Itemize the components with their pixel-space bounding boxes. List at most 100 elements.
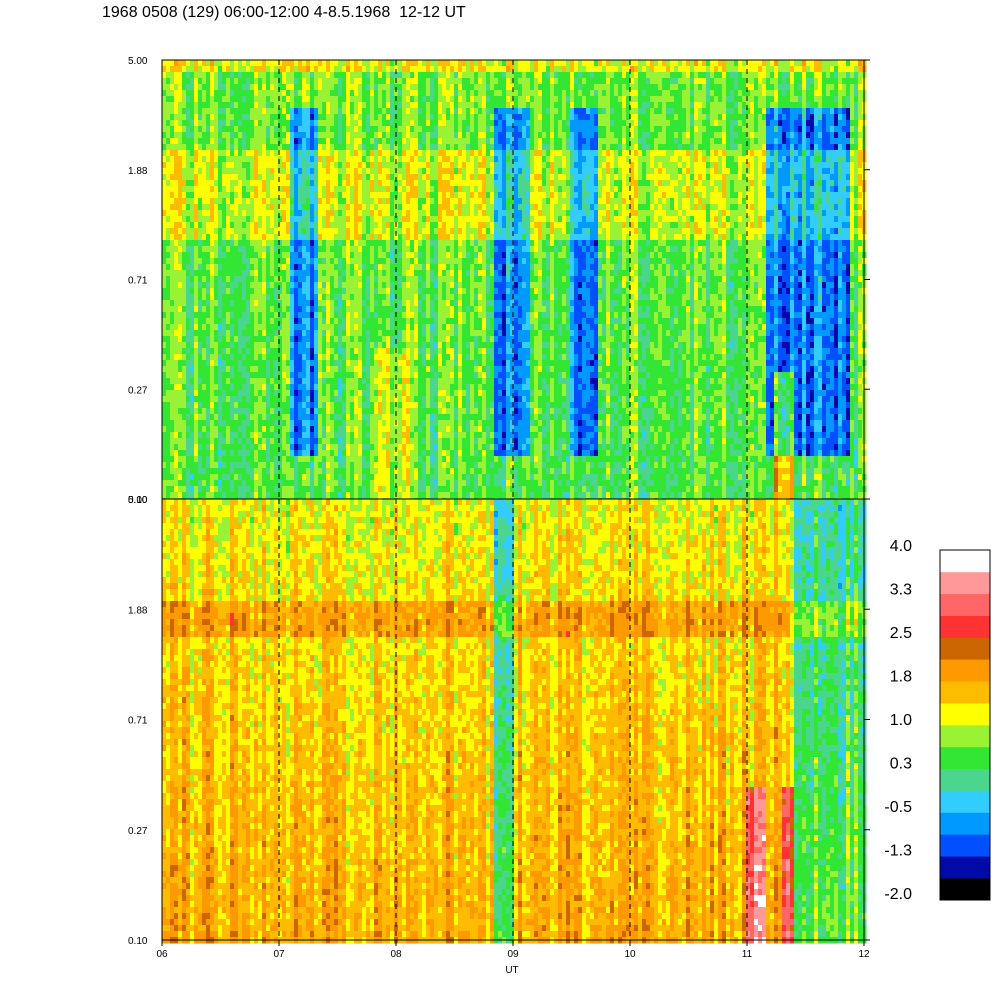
heatmap-cell — [310, 456, 315, 463]
heatmap-cell — [286, 120, 291, 127]
heatmap-cell — [278, 300, 283, 307]
heatmap-cell — [322, 318, 327, 325]
heatmap-cell — [198, 480, 203, 487]
heatmap-cell — [418, 72, 423, 79]
heatmap-cell — [362, 258, 367, 265]
heatmap-cell — [358, 132, 363, 139]
heatmap-cell — [266, 222, 271, 229]
heatmap-cell — [222, 84, 227, 91]
heatmap-cell — [182, 90, 187, 97]
heatmap-cell — [182, 252, 187, 259]
heatmap-cell — [330, 294, 335, 301]
heatmap-cell — [258, 222, 263, 229]
heatmap-cell — [282, 198, 287, 205]
heatmap-cell — [202, 318, 207, 325]
heatmap-cell — [186, 354, 191, 361]
heatmap-cell — [218, 306, 223, 313]
heatmap-cell — [258, 252, 263, 259]
heatmap-cell — [246, 156, 251, 163]
heatmap-cell — [194, 78, 199, 85]
heatmap-cell — [290, 384, 295, 391]
heatmap-cell — [202, 348, 207, 355]
heatmap-cell — [194, 180, 199, 187]
heatmap-cell — [406, 222, 411, 229]
heatmap-cell — [162, 426, 167, 433]
heatmap-cell — [338, 378, 343, 385]
heatmap-cell — [330, 486, 335, 493]
heatmap-cell — [402, 66, 407, 73]
heatmap-cell — [402, 234, 407, 241]
heatmap-cell — [226, 276, 231, 283]
heatmap-cell — [190, 306, 195, 313]
heatmap-cell — [286, 456, 291, 463]
heatmap-cell — [290, 120, 295, 127]
heatmap-cell — [378, 408, 383, 415]
heatmap-cell — [322, 462, 327, 469]
heatmap-cell — [370, 444, 375, 451]
heatmap-cell — [282, 492, 287, 499]
heatmap-cell — [206, 426, 211, 433]
heatmap-cell — [266, 480, 271, 487]
heatmap-cell — [398, 222, 403, 229]
heatmap-cell — [318, 102, 323, 109]
heatmap-cell — [250, 132, 255, 139]
heatmap-cell — [202, 342, 207, 349]
heatmap-cell — [298, 216, 303, 223]
heatmap-cell — [322, 228, 327, 235]
heatmap-cell — [238, 150, 243, 157]
heatmap-cell — [178, 228, 183, 235]
heatmap-cell — [314, 144, 319, 151]
heatmap-cell — [326, 198, 331, 205]
heatmap-cell — [290, 348, 295, 355]
heatmap-cell — [334, 348, 339, 355]
heatmap-cell — [330, 456, 335, 463]
heatmap-cell — [414, 372, 419, 379]
heatmap-cell — [262, 138, 267, 145]
heatmap-cell — [174, 372, 179, 379]
heatmap-cell — [330, 204, 335, 211]
heatmap-cell — [238, 246, 243, 253]
heatmap-cell — [238, 216, 243, 223]
heatmap-cell — [294, 162, 299, 169]
heatmap-cell — [362, 96, 367, 103]
heatmap-cell — [162, 408, 167, 415]
heatmap-cell — [402, 288, 407, 295]
heatmap-cell — [198, 78, 203, 85]
heatmap-cell — [422, 480, 427, 487]
heatmap-cell — [178, 330, 183, 337]
heatmap-cell — [342, 276, 347, 283]
heatmap-cell — [278, 414, 283, 421]
heatmap-cell — [234, 78, 239, 85]
heatmap-cell — [286, 414, 291, 421]
heatmap-cell — [334, 90, 339, 97]
heatmap-cell — [190, 150, 195, 157]
heatmap-cell — [402, 330, 407, 337]
heatmap-cell — [318, 360, 323, 367]
heatmap-cell — [310, 174, 315, 181]
heatmap-cell — [414, 468, 419, 475]
heatmap-cell — [178, 408, 183, 415]
heatmap-cell — [174, 240, 179, 247]
heatmap-cell — [290, 336, 295, 343]
heatmap-cell — [222, 474, 227, 481]
heatmap-cell — [346, 96, 351, 103]
heatmap-cell — [350, 192, 355, 199]
heatmap-cell — [210, 198, 215, 205]
heatmap-cell — [346, 222, 351, 229]
heatmap-cell — [278, 474, 283, 481]
heatmap-cell — [206, 60, 211, 67]
heatmap-cell — [258, 360, 263, 367]
heatmap-cell — [382, 210, 387, 217]
heatmap-cell — [166, 348, 171, 355]
heatmap-cell — [290, 114, 295, 121]
heatmap-cell — [198, 294, 203, 301]
heatmap-cell — [278, 114, 283, 121]
heatmap-cell — [182, 84, 187, 91]
heatmap-cell — [310, 282, 315, 289]
heatmap-cell — [290, 426, 295, 433]
heatmap-cell — [230, 450, 235, 457]
heatmap-cell — [322, 360, 327, 367]
heatmap-cell — [206, 300, 211, 307]
heatmap-cell — [358, 378, 363, 385]
heatmap-cell — [382, 228, 387, 235]
